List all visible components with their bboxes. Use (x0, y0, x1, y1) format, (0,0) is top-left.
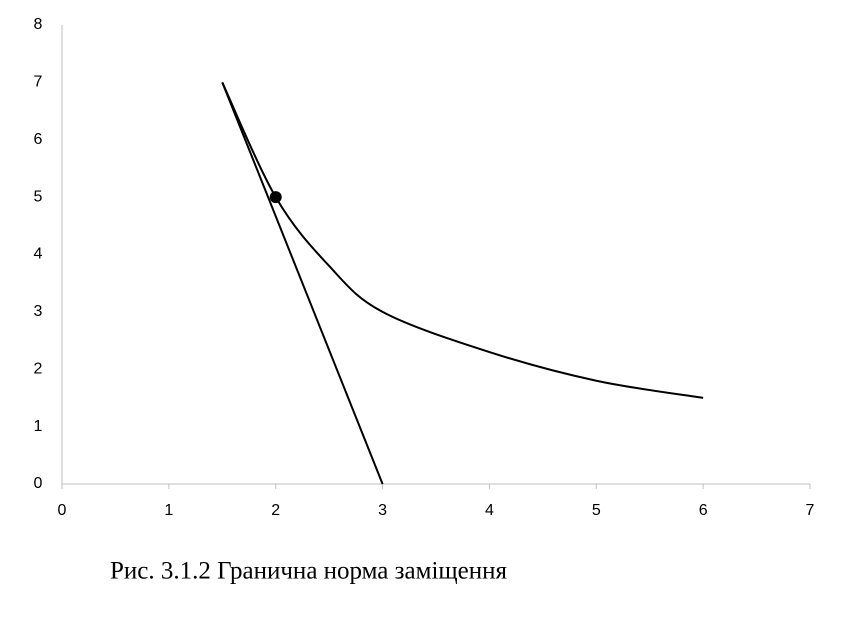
x-tick-label: 0 (58, 502, 67, 519)
line (221, 81, 704, 399)
x-tick-label: 3 (378, 502, 387, 519)
x-tick-label: 5 (592, 502, 601, 519)
x-tick-label: 7 (806, 502, 815, 519)
y-tick-label: 8 (34, 16, 43, 33)
line (221, 82, 384, 485)
y-tick-label: 5 (34, 188, 43, 205)
y-tick-label: 6 (34, 131, 43, 148)
y-tick-label: 2 (34, 360, 43, 377)
x-tick-label: 2 (271, 502, 280, 519)
y-tick-label: 4 (34, 246, 43, 263)
y-tick-label: 0 (34, 475, 43, 492)
x-tick-label: 6 (699, 502, 708, 519)
chart-caption: Рис. 3.1.2 Гранична норма заміщення (110, 558, 507, 585)
y-tick-label: 7 (34, 74, 43, 91)
point (269, 191, 282, 204)
x-tick-label: 4 (485, 502, 494, 519)
x-tick-label: 1 (164, 502, 173, 519)
y-tick-label: 1 (34, 418, 43, 435)
y-tick-label: 3 (34, 303, 43, 320)
